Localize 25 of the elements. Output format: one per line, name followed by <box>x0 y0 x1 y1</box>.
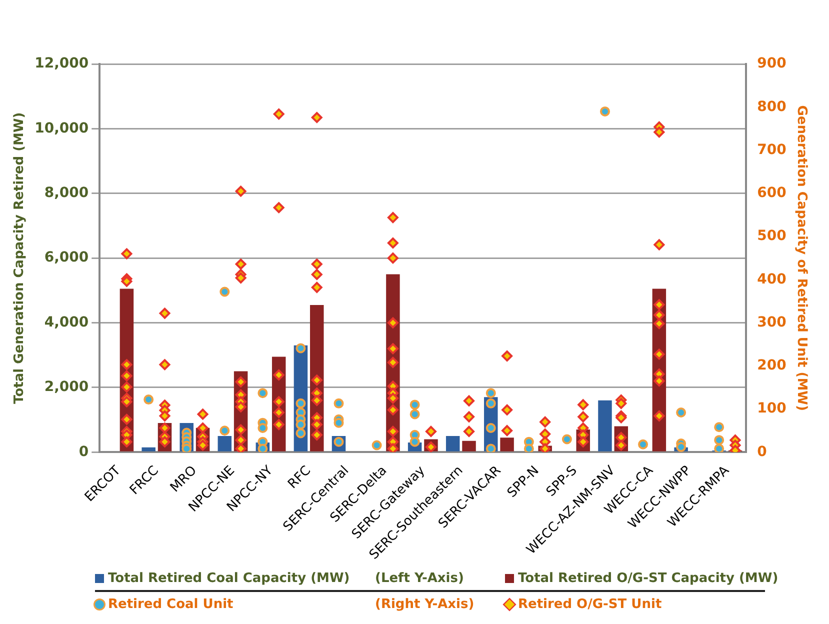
y2-tick-label: 0 <box>757 444 768 460</box>
y-tick-label: 4,000 <box>44 314 89 330</box>
y2-axis-title: Generation Capacity of Retired Unit (MW) <box>794 105 809 411</box>
y2-tick-label: 700 <box>757 142 787 158</box>
legend-label: Retired O/G-ST Unit <box>518 596 662 612</box>
y2-tick-label: 300 <box>757 314 787 330</box>
y2-tick-label: 800 <box>757 98 787 115</box>
y-tick-label: 6,000 <box>44 250 89 266</box>
text: (Left Y-Axis) <box>375 570 465 586</box>
y2-tick-label: 500 <box>757 228 787 244</box>
y-axis-title: Total Generation Capacity Retired (MW) <box>12 112 28 404</box>
y-tick-label: 8,000 <box>44 185 89 202</box>
y-tick-label: 0 <box>78 444 89 460</box>
y2-tick-label: 600 <box>757 185 787 202</box>
text: (Right Y-Axis) <box>375 596 476 612</box>
y-tick-label: 2,000 <box>44 379 89 396</box>
legend-label: Total Retired Coal Capacity (MW) <box>108 570 350 586</box>
y2-tick-label: 900 <box>757 56 787 72</box>
y-tick-label: 10,000 <box>34 120 89 136</box>
y2-tick-label: 400 <box>757 271 787 288</box>
y2-tick-label: 200 <box>757 358 787 374</box>
legend-label: Total Retired O/G-ST Capacity (MW) <box>518 570 778 586</box>
y2-tick-label: 100 <box>757 400 787 417</box>
legend-label: Retired Coal Unit <box>108 596 234 612</box>
y-tick-label: 12,000 <box>34 56 89 72</box>
